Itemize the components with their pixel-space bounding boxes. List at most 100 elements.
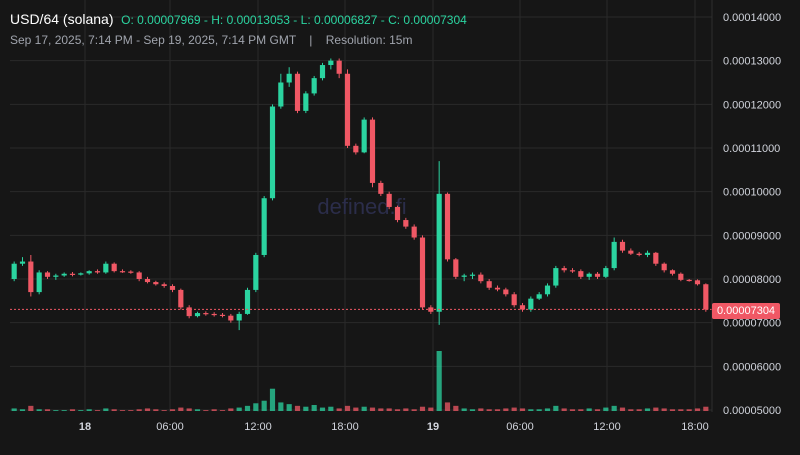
price-tick-label: 0.00010000 <box>723 187 781 199</box>
candle-body <box>236 313 242 321</box>
candle-body <box>253 254 259 290</box>
volume-bar <box>486 409 492 411</box>
candle <box>353 143 359 155</box>
volume-bar <box>644 408 651 411</box>
close-value: 0.00007304 <box>403 13 467 27</box>
candle-body <box>478 274 484 282</box>
candle <box>61 272 67 277</box>
open-value: 0.00007969 <box>137 13 201 27</box>
chart-grid <box>10 0 712 412</box>
candle-body <box>569 270 576 272</box>
volume-bar <box>161 410 167 411</box>
candle <box>253 252 259 293</box>
candle <box>11 261 17 282</box>
candle <box>436 161 442 325</box>
candle <box>369 117 376 188</box>
candle-body <box>644 252 651 255</box>
candle <box>336 58 342 79</box>
volume-bar <box>253 403 259 411</box>
time-tick-label: 18:00 <box>681 421 709 433</box>
price-axis[interactable]: 0.00014000 0.00013000 0.00012000 0.00011000… <box>723 12 781 417</box>
candle-body <box>78 273 84 275</box>
chart-subtitle: Sep 17, 2025, 7:14 PM - Sep 19, 2025, 7:… <box>10 33 412 47</box>
candle <box>36 270 42 295</box>
candle <box>703 283 709 312</box>
volume-bar <box>478 408 484 411</box>
time-tick-label: 12:00 <box>244 421 272 433</box>
candle <box>111 262 117 273</box>
volume-bar <box>186 408 192 411</box>
candle-body <box>353 145 359 153</box>
open-label: O: <box>121 13 134 27</box>
candle <box>44 271 51 279</box>
candle-body <box>344 73 351 146</box>
candle-body <box>261 198 267 255</box>
candle <box>219 313 226 318</box>
candle <box>661 262 667 273</box>
candle-body <box>419 237 426 308</box>
volume-bar <box>78 410 84 411</box>
volume-bar <box>328 406 334 411</box>
volume-bar <box>444 402 451 411</box>
close-label: C: <box>388 13 401 27</box>
candle <box>361 117 367 154</box>
candle-body <box>94 271 101 273</box>
volume-bar <box>111 409 117 411</box>
volume-bar <box>578 409 584 411</box>
candle-body <box>161 284 167 286</box>
candle <box>103 261 109 274</box>
candle-body <box>44 272 51 277</box>
candle <box>378 180 384 197</box>
volume-bar <box>553 405 559 411</box>
time-axis[interactable]: 18 06:00 12:00 18:00 19 06:00 12:00 18:00 <box>79 421 709 433</box>
resolution-label[interactable]: Resolution: 15m <box>325 33 413 47</box>
volume-bar <box>303 406 309 411</box>
last-price-tag: 0.00007304 <box>712 303 780 319</box>
candle-body <box>11 263 17 279</box>
volume-bar <box>586 408 592 411</box>
volume-bar <box>53 410 59 411</box>
candle <box>169 284 176 293</box>
volume-bar <box>386 408 392 411</box>
candle-body <box>178 289 184 308</box>
candle <box>594 272 601 279</box>
candle <box>86 270 92 275</box>
volume-bar <box>203 410 209 411</box>
candle-body <box>103 263 109 273</box>
candle <box>128 270 134 274</box>
volume-bar <box>94 410 101 411</box>
candle-body <box>444 193 451 260</box>
volume-bar <box>336 408 342 411</box>
candle <box>553 265 559 288</box>
candle-body <box>411 226 417 238</box>
candle-body <box>36 272 42 293</box>
volume-bar <box>503 408 509 411</box>
candle <box>544 283 551 297</box>
candle <box>611 237 617 271</box>
ohlc-readout: O: 0.00007969 - H: 0.00013053 - L: 0.000… <box>121 13 467 27</box>
candle-body <box>619 241 626 251</box>
candle-body <box>28 261 34 293</box>
candle-body <box>661 263 667 271</box>
candle-body <box>169 285 176 290</box>
time-tick-label: 19 <box>427 421 439 433</box>
volume-bar <box>661 408 667 411</box>
candle <box>411 224 417 240</box>
candle-body <box>186 307 192 317</box>
candle <box>569 268 576 273</box>
candle-body <box>244 289 251 314</box>
candle <box>586 272 592 280</box>
candle-body <box>603 268 609 277</box>
date-range: Sep 17, 2025, 7:14 PM - Sep 19, 2025, 7:… <box>10 33 296 47</box>
volume-bar <box>269 388 276 411</box>
volume-bar <box>28 405 34 411</box>
volume-bar <box>628 409 634 411</box>
volume-bar <box>436 351 442 411</box>
watermark: defined.fi <box>317 194 406 219</box>
volume-bar <box>519 408 526 411</box>
time-tick-label: 12:00 <box>593 421 621 433</box>
candle <box>53 273 59 280</box>
candle-body <box>53 275 59 277</box>
